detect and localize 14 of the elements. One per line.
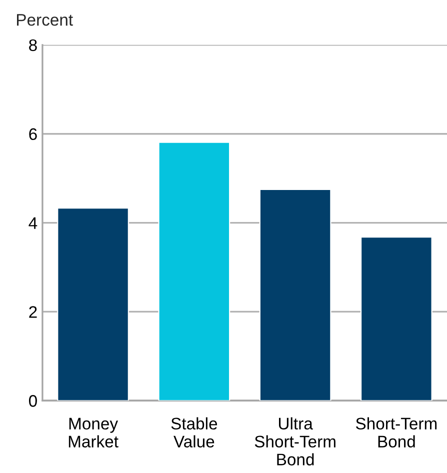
y-tick-label: 4 xyxy=(28,217,38,229)
x-tick-label: Ultra Short-Term Bond xyxy=(254,417,336,466)
x-tick-label: Short-Term Bond xyxy=(356,417,437,448)
bar xyxy=(158,142,230,401)
y-tick-label: 8 xyxy=(29,39,37,52)
bar xyxy=(57,208,129,401)
y-tick-label: 0 xyxy=(28,395,37,407)
y-axis-title: Percent xyxy=(17,14,73,26)
y-tick-label: 6 xyxy=(29,128,37,140)
y-tick-label: 2 xyxy=(29,306,37,318)
x-tick-label: Stable Value xyxy=(171,417,218,448)
bar xyxy=(259,188,332,401)
bar xyxy=(360,236,432,401)
x-tick-label: Money Market xyxy=(68,418,118,448)
